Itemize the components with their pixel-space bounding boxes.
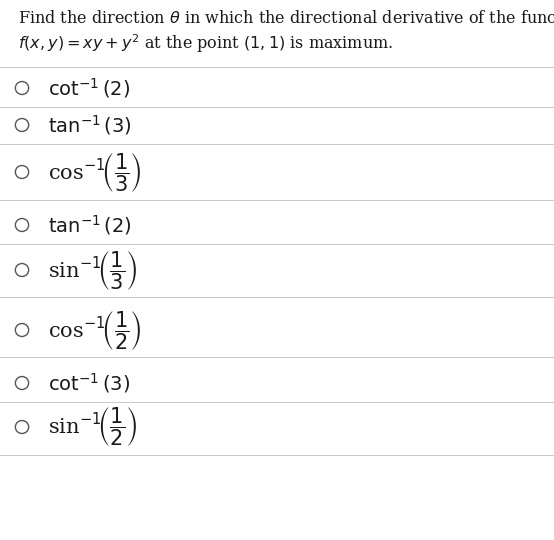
- Text: $f(x, y) = xy + y^2$ at the point $(1, 1)$ is maximum.: $f(x, y) = xy + y^2$ at the point $(1, 1…: [18, 32, 393, 55]
- Text: $\mathregular{cos}^{-1}\!\left(\dfrac{1}{3}\right)$: $\mathregular{cos}^{-1}\!\left(\dfrac{1}…: [48, 151, 142, 193]
- Text: $\mathregular{sin}^{-1}\!\left(\dfrac{1}{2}\right)$: $\mathregular{sin}^{-1}\!\left(\dfrac{1}…: [48, 406, 137, 449]
- Text: $\tan^{-1}(3)$: $\tan^{-1}(3)$: [48, 113, 132, 137]
- Text: $\tan^{-1}(2)$: $\tan^{-1}(2)$: [48, 213, 132, 237]
- Text: $\mathregular{cos}^{-1}\!\left(\dfrac{1}{2}\right)$: $\mathregular{cos}^{-1}\!\left(\dfrac{1}…: [48, 308, 142, 352]
- Text: Find the direction $\theta$ in which the directional derivative of the function: Find the direction $\theta$ in which the…: [18, 10, 554, 27]
- Text: $\mathregular{sin}^{-1}\!\left(\dfrac{1}{3}\right)$: $\mathregular{sin}^{-1}\!\left(\dfrac{1}…: [48, 248, 137, 292]
- Text: $\cot^{-1}(2)$: $\cot^{-1}(2)$: [48, 76, 130, 100]
- Text: $\cot^{-1}(3)$: $\cot^{-1}(3)$: [48, 371, 130, 395]
